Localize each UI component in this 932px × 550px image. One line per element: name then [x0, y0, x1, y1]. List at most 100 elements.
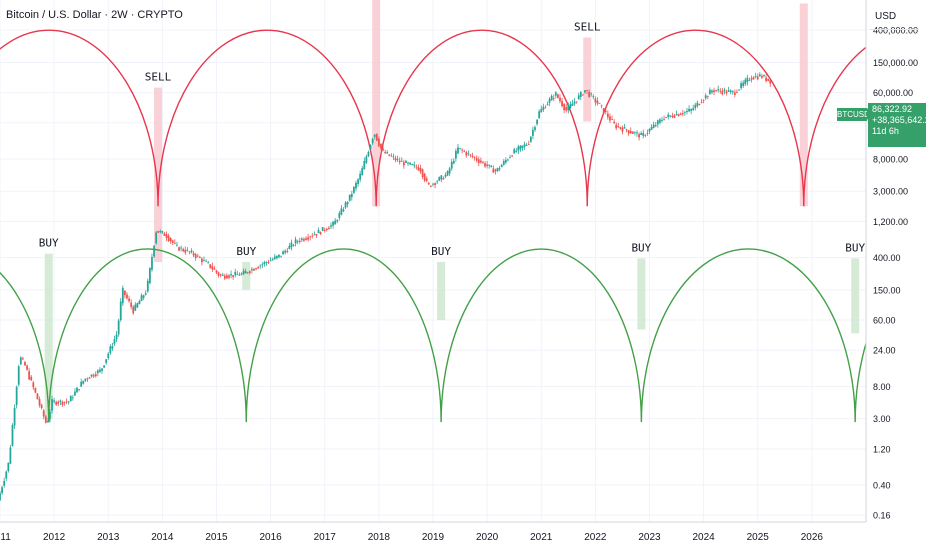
candle-body	[659, 119, 661, 123]
candle-body	[413, 164, 416, 166]
candle-body	[273, 256, 276, 260]
candle-body	[126, 294, 128, 299]
candle-body	[432, 183, 434, 185]
candle-body	[240, 273, 243, 275]
candle-body	[686, 110, 688, 112]
candle-body	[763, 75, 765, 77]
time-axis[interactable]: 2011 2012 2013 2014 2015 2016 2017 2018 2019 2020…	[0, 532, 823, 543]
candle-body	[419, 167, 422, 172]
candle-body	[613, 121, 616, 124]
candle-body	[492, 168, 495, 173]
candle-body	[69, 396, 72, 402]
candle-body	[496, 167, 499, 172]
candle-body	[221, 274, 224, 276]
candle-body	[165, 234, 168, 238]
candle-body	[636, 132, 638, 134]
candle-body	[30, 376, 33, 381]
x-tick-label: 2026	[801, 532, 824, 543]
candle-body	[94, 374, 97, 377]
candle-body	[130, 302, 133, 307]
candle-body	[683, 111, 686, 113]
candle-body	[153, 245, 155, 257]
x-tick-label: 2012	[43, 532, 66, 543]
candle-body	[328, 227, 330, 230]
candle-body	[411, 164, 414, 166]
candle-body	[57, 401, 60, 404]
candle-body	[532, 129, 534, 136]
x-tick-label: 2021	[530, 532, 553, 543]
y-tick-label: 400,000.00	[873, 26, 918, 36]
candle-body	[625, 129, 628, 131]
candle-body	[527, 144, 530, 145]
sell-cycle-arc	[0, 29, 866, 207]
candle-body	[124, 290, 126, 296]
candle-body	[99, 369, 101, 372]
currency-selector[interactable]: USD	[875, 11, 897, 22]
candle-body	[667, 114, 670, 118]
candle-body	[540, 109, 543, 113]
candle-body	[396, 159, 399, 160]
candle-body	[355, 182, 357, 189]
candle-body	[756, 76, 759, 80]
candle-body	[619, 126, 622, 129]
candle-body	[28, 371, 31, 380]
candle-body	[663, 119, 665, 120]
candle-body	[417, 167, 420, 171]
x-tick-label: 2014	[151, 532, 174, 543]
candle-body	[67, 401, 70, 403]
candle-body	[713, 90, 715, 93]
candle-body	[702, 100, 705, 101]
candle-body	[253, 269, 255, 271]
candle-body	[267, 262, 270, 263]
candle-body	[144, 293, 147, 295]
candle-body	[723, 89, 726, 92]
candle-body	[332, 221, 334, 226]
candle-body	[692, 108, 695, 110]
candle-body	[557, 94, 559, 98]
y-tick-label: 0.16	[873, 511, 891, 521]
candle-body	[752, 77, 755, 80]
candle-body	[405, 160, 407, 163]
candle-body	[184, 249, 187, 253]
candle-body	[371, 138, 374, 144]
candles	[0, 72, 772, 501]
candle-body	[577, 95, 580, 100]
candle-body	[631, 131, 634, 134]
candle-body	[588, 91, 591, 97]
candle-body	[132, 306, 135, 314]
candle-body	[606, 113, 609, 118]
candle-body	[565, 107, 568, 111]
candle-body	[300, 238, 303, 240]
candle-body	[388, 154, 391, 156]
candle-body	[519, 145, 522, 150]
candle-body	[373, 134, 376, 137]
candle-body	[109, 346, 112, 354]
candle-body	[15, 387, 18, 406]
candle-body	[74, 391, 76, 396]
candle-body	[688, 108, 690, 112]
x-tick-label: 2016	[260, 532, 283, 543]
chart-grid	[0, 0, 866, 522]
buy-signal-band	[851, 258, 860, 334]
price-axis[interactable]: 400,000.00150,000.0060,000.0024,000.008,…	[873, 26, 918, 521]
sell-signal-band	[154, 87, 163, 262]
candle-body	[423, 173, 426, 181]
candle-body	[230, 274, 232, 276]
candle-body	[590, 93, 593, 95]
signal-bands	[44, 0, 860, 419]
candle-body	[219, 274, 222, 276]
candle-body	[5, 471, 8, 479]
candle-body	[315, 233, 318, 236]
candle-body	[415, 166, 418, 168]
candle-body	[463, 150, 466, 152]
candle-body	[76, 387, 78, 393]
x-tick-label: 2013	[97, 532, 120, 543]
candle-body	[352, 186, 355, 193]
candle-body	[151, 257, 153, 270]
candle-body	[634, 132, 636, 134]
x-tick-label: 2011	[0, 532, 11, 543]
candle-body	[298, 240, 301, 242]
candle-body	[457, 147, 459, 154]
candle-body	[111, 346, 114, 349]
